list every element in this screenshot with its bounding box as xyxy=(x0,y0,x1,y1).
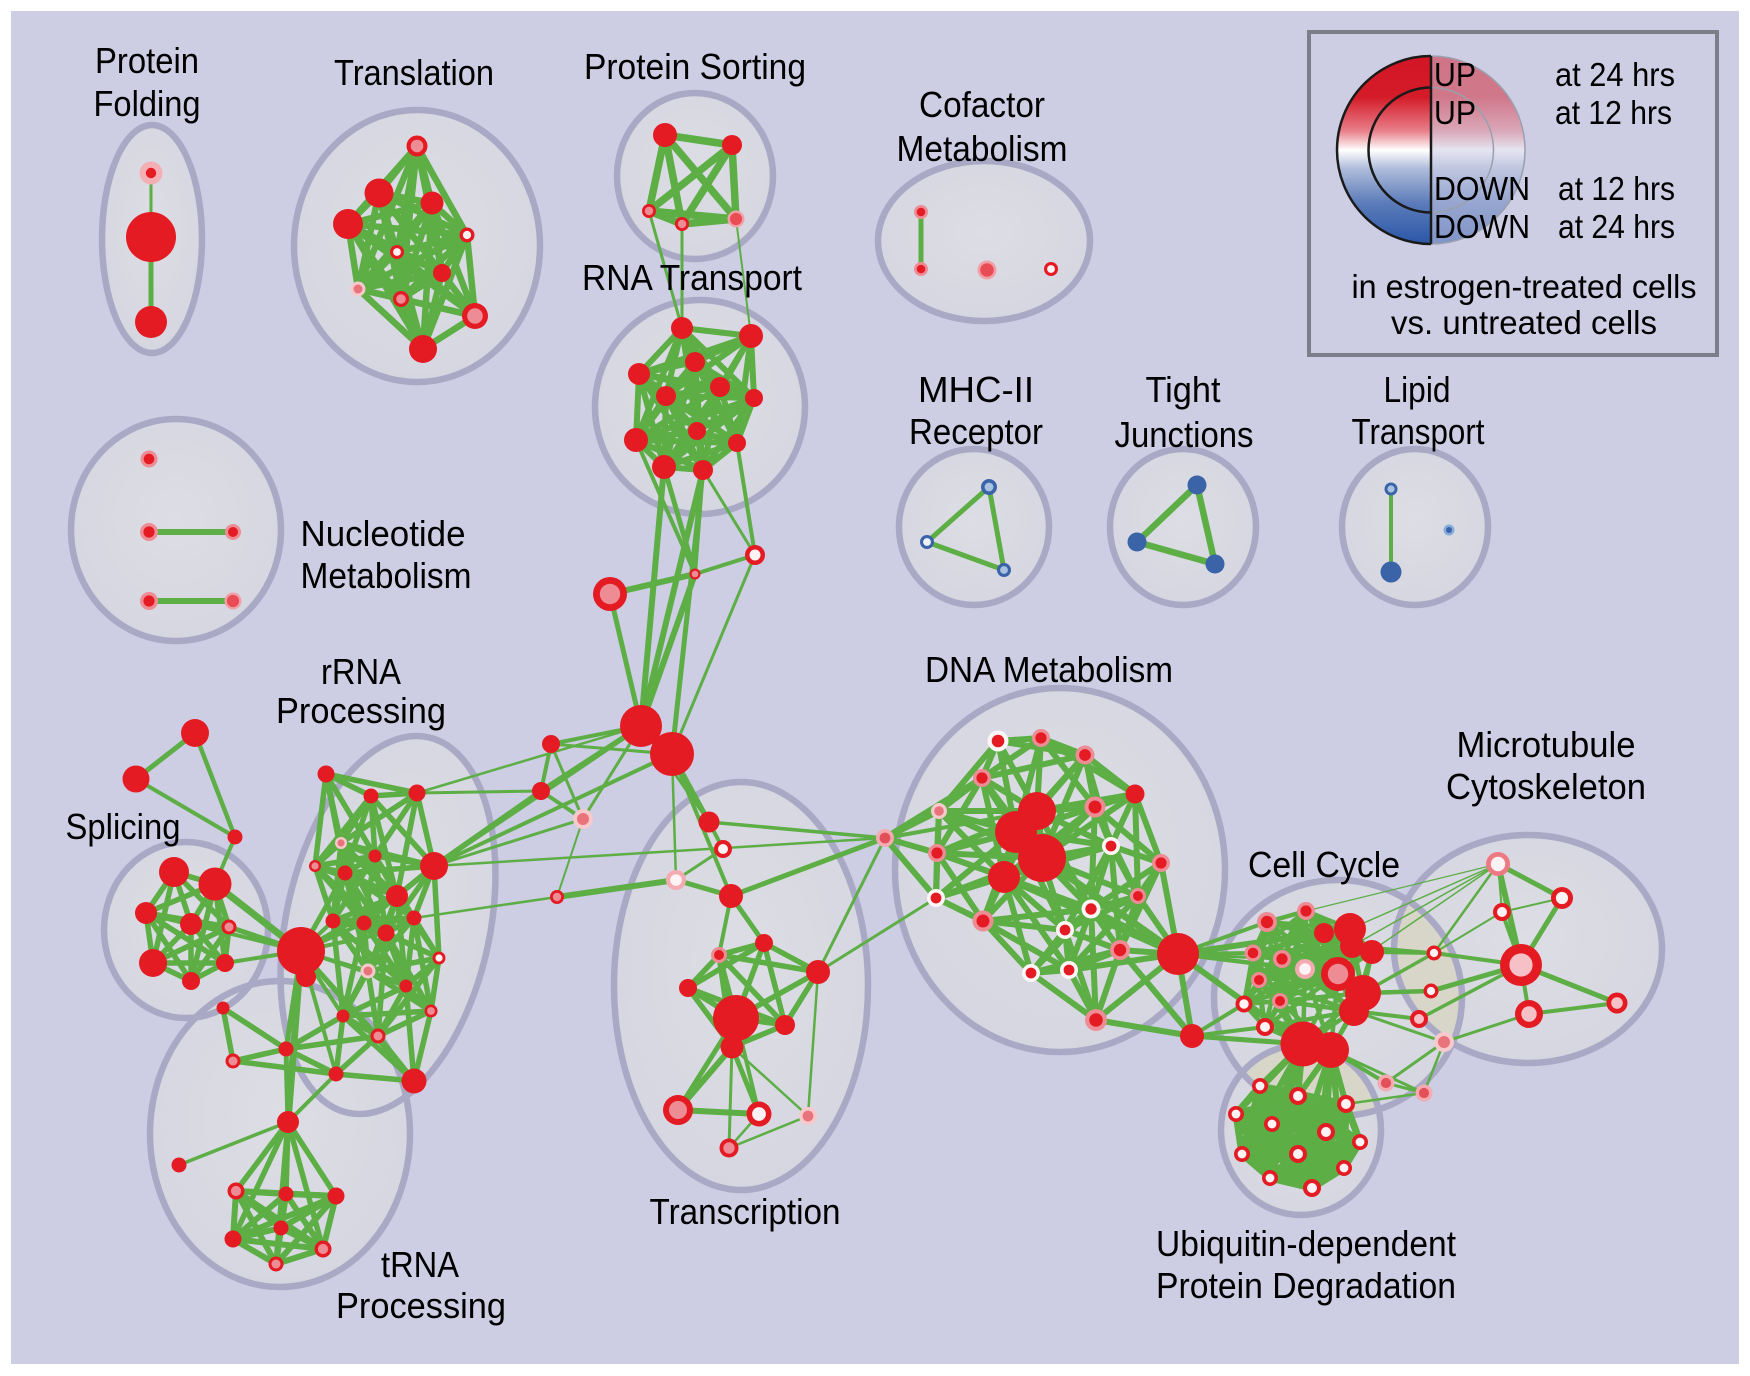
svg-text:rRNA: rRNA xyxy=(321,651,402,692)
svg-text:Transport: Transport xyxy=(1352,411,1485,452)
svg-text:Translation: Translation xyxy=(334,52,494,93)
svg-text:at 24 hrs: at 24 hrs xyxy=(1558,209,1675,246)
svg-text:Ubiquitin-dependent: Ubiquitin-dependent xyxy=(1156,1223,1456,1264)
svg-text:DOWN: DOWN xyxy=(1434,171,1530,208)
svg-text:Metabolism: Metabolism xyxy=(301,555,472,596)
svg-text:RNA Transport: RNA Transport xyxy=(582,257,802,298)
svg-text:vs. untreated cells: vs. untreated cells xyxy=(1391,305,1657,342)
svg-text:Metabolism: Metabolism xyxy=(897,128,1068,169)
svg-text:Microtubule: Microtubule xyxy=(1457,724,1636,765)
svg-text:MHC-II: MHC-II xyxy=(918,369,1034,410)
svg-text:Cofactor: Cofactor xyxy=(919,84,1045,125)
svg-text:DOWN: DOWN xyxy=(1434,209,1530,246)
svg-text:UP: UP xyxy=(1434,95,1476,132)
svg-text:UP: UP xyxy=(1434,57,1476,94)
svg-text:at 12 hrs: at 12 hrs xyxy=(1558,171,1675,208)
svg-text:Splicing: Splicing xyxy=(66,806,181,847)
svg-text:Folding: Folding xyxy=(94,83,201,124)
svg-text:Protein: Protein xyxy=(95,40,199,81)
svg-text:Processing: Processing xyxy=(336,1285,506,1326)
svg-text:Receptor: Receptor xyxy=(909,411,1043,452)
svg-text:Protein Sorting: Protein Sorting xyxy=(584,46,806,87)
svg-text:Cell Cycle: Cell Cycle xyxy=(1248,844,1400,885)
svg-text:in estrogen-treated cells: in estrogen-treated cells xyxy=(1352,269,1697,306)
svg-text:Lipid: Lipid xyxy=(1384,369,1451,410)
svg-text:at 12 hrs: at 12 hrs xyxy=(1555,95,1672,132)
svg-text:at 24 hrs: at 24 hrs xyxy=(1555,57,1675,94)
svg-text:Tight: Tight xyxy=(1146,369,1221,410)
svg-text:Processing: Processing xyxy=(276,690,446,731)
svg-text:DNA Metabolism: DNA Metabolism xyxy=(925,649,1173,690)
svg-text:Junctions: Junctions xyxy=(1115,414,1254,455)
svg-text:Cytoskeleton: Cytoskeleton xyxy=(1446,766,1646,807)
svg-text:Protein Degradation: Protein Degradation xyxy=(1156,1265,1456,1306)
svg-text:Nucleotide: Nucleotide xyxy=(301,513,466,554)
svg-text:tRNA: tRNA xyxy=(381,1244,460,1285)
svg-text:Transcription: Transcription xyxy=(650,1191,841,1232)
